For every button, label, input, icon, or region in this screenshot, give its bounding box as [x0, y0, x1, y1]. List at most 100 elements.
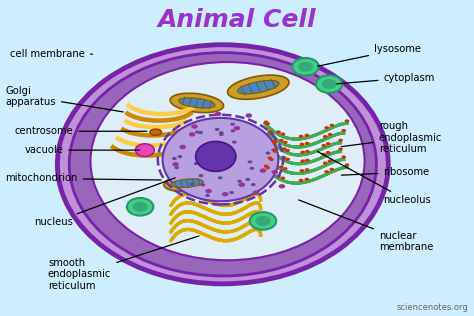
Text: sciencenotes.org: sciencenotes.org — [397, 303, 469, 312]
Circle shape — [229, 191, 234, 194]
Text: ribosome: ribosome — [341, 167, 430, 177]
Circle shape — [265, 151, 270, 155]
Circle shape — [179, 145, 186, 149]
Circle shape — [279, 139, 283, 142]
Circle shape — [285, 158, 290, 161]
Text: Golgi
apparatus: Golgi apparatus — [5, 86, 123, 112]
Circle shape — [191, 124, 198, 129]
Ellipse shape — [57, 45, 388, 284]
Circle shape — [329, 168, 334, 171]
Circle shape — [204, 151, 209, 154]
Circle shape — [341, 129, 346, 132]
Circle shape — [174, 166, 179, 169]
Circle shape — [219, 131, 224, 134]
Circle shape — [329, 124, 334, 127]
Circle shape — [172, 157, 177, 160]
Text: centrosome: centrosome — [15, 126, 147, 136]
Circle shape — [328, 133, 332, 136]
Ellipse shape — [163, 118, 278, 201]
Circle shape — [304, 134, 309, 137]
Circle shape — [292, 58, 319, 76]
Circle shape — [273, 141, 277, 144]
Circle shape — [265, 122, 270, 125]
Circle shape — [195, 131, 200, 134]
Circle shape — [199, 174, 203, 177]
Text: nucleus: nucleus — [34, 178, 175, 228]
Ellipse shape — [237, 81, 279, 94]
Text: nucleolus: nucleolus — [318, 151, 431, 205]
Circle shape — [215, 112, 221, 116]
Circle shape — [323, 161, 328, 165]
Circle shape — [249, 167, 254, 170]
Circle shape — [250, 212, 276, 230]
Circle shape — [282, 147, 286, 150]
Circle shape — [338, 139, 343, 142]
Circle shape — [305, 159, 310, 162]
Ellipse shape — [91, 62, 365, 260]
Circle shape — [321, 153, 326, 156]
Circle shape — [283, 167, 288, 170]
Text: cytoplasm: cytoplasm — [337, 73, 435, 84]
Circle shape — [237, 180, 242, 183]
Circle shape — [326, 151, 330, 154]
Circle shape — [253, 191, 259, 195]
Ellipse shape — [228, 75, 289, 99]
Text: lysosome: lysosome — [318, 45, 421, 66]
Circle shape — [208, 165, 214, 170]
Circle shape — [345, 119, 349, 122]
Circle shape — [127, 198, 154, 216]
Ellipse shape — [150, 129, 162, 135]
Circle shape — [281, 177, 285, 179]
Circle shape — [305, 168, 310, 171]
Circle shape — [273, 150, 277, 153]
Text: cell membrane: cell membrane — [10, 49, 92, 59]
Circle shape — [272, 140, 276, 143]
Text: mitochondrion: mitochondrion — [5, 173, 161, 184]
Circle shape — [264, 120, 268, 124]
Circle shape — [198, 131, 203, 134]
Circle shape — [300, 143, 304, 146]
Circle shape — [269, 131, 273, 135]
Circle shape — [265, 166, 270, 169]
Circle shape — [190, 183, 194, 186]
Circle shape — [219, 154, 223, 157]
Circle shape — [264, 165, 268, 168]
Circle shape — [304, 178, 309, 181]
Circle shape — [251, 183, 255, 186]
Circle shape — [324, 170, 329, 173]
Circle shape — [222, 192, 228, 196]
Circle shape — [300, 169, 304, 172]
Circle shape — [272, 149, 276, 152]
Ellipse shape — [179, 98, 215, 108]
Circle shape — [246, 113, 252, 118]
Circle shape — [281, 132, 285, 136]
Circle shape — [136, 144, 155, 156]
Ellipse shape — [196, 142, 236, 171]
Circle shape — [194, 162, 199, 165]
Circle shape — [328, 159, 332, 162]
Circle shape — [301, 151, 305, 154]
Circle shape — [276, 131, 281, 133]
Ellipse shape — [172, 179, 203, 187]
Circle shape — [215, 128, 219, 131]
Circle shape — [219, 133, 224, 136]
Ellipse shape — [164, 175, 211, 191]
Circle shape — [305, 150, 310, 153]
Circle shape — [267, 156, 272, 160]
Circle shape — [260, 168, 266, 173]
Circle shape — [238, 183, 245, 187]
Circle shape — [324, 126, 329, 129]
Circle shape — [323, 135, 328, 138]
Circle shape — [201, 183, 205, 186]
Circle shape — [247, 160, 252, 163]
Circle shape — [246, 178, 250, 181]
Text: nuclear
membrane: nuclear membrane — [299, 200, 433, 252]
Circle shape — [301, 160, 305, 163]
Circle shape — [305, 142, 310, 145]
Circle shape — [321, 79, 337, 89]
Circle shape — [255, 216, 271, 226]
Circle shape — [283, 141, 288, 144]
Circle shape — [230, 123, 235, 126]
Circle shape — [298, 62, 313, 72]
Circle shape — [232, 141, 237, 144]
